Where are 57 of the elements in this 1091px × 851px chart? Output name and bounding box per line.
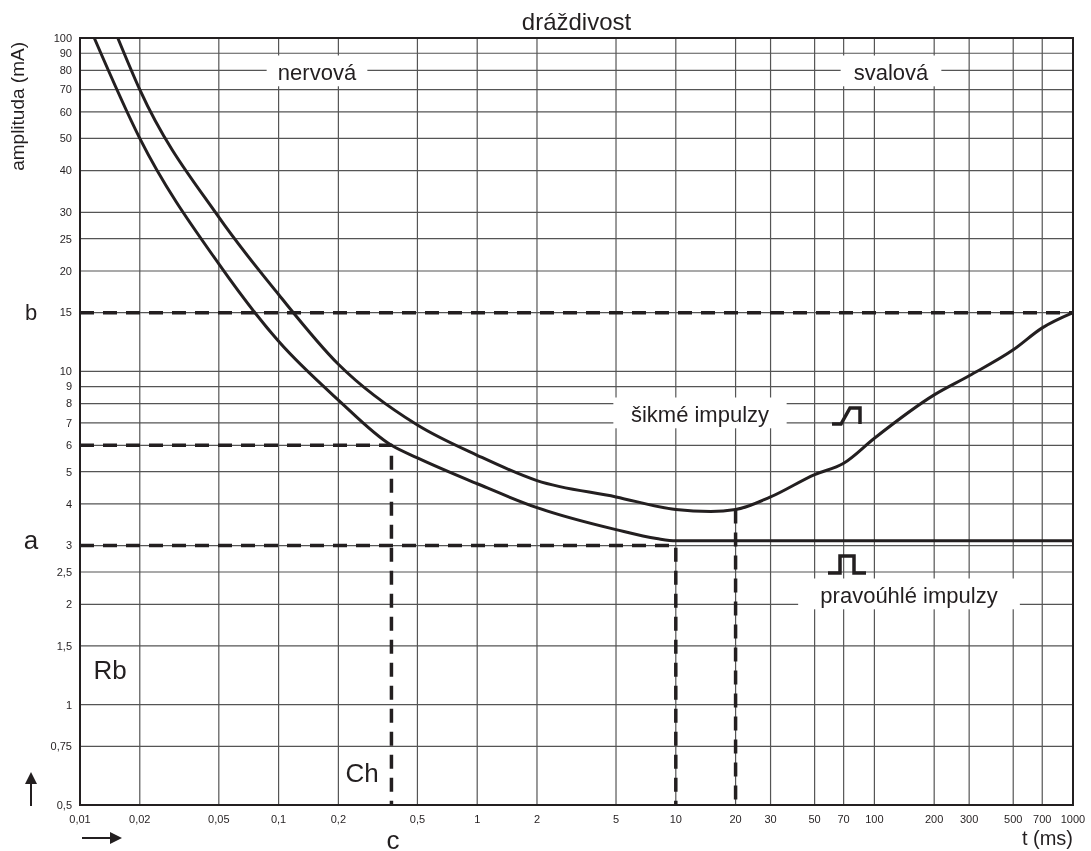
x-tick-label: 5 — [612, 813, 620, 825]
annotation: šikmé impulzy — [630, 401, 770, 427]
x-tick-label: 20 — [729, 813, 742, 825]
x-axis-title: t (ms) — [1021, 827, 1073, 849]
y-tick-label: 40 — [59, 164, 72, 177]
y-tick-label: 9 — [65, 380, 72, 393]
annotation: Ch — [345, 758, 379, 789]
y-tick-label: 15 — [59, 306, 72, 319]
y-tick-label: 90 — [59, 47, 72, 60]
x-tick-label: 0,2 — [330, 813, 347, 825]
annotation: Rb — [93, 655, 127, 686]
x-tick-label: 200 — [925, 813, 944, 825]
y-tick-label: 7 — [65, 416, 72, 429]
x-tick-label: 0,02 — [129, 813, 151, 825]
y-tick-label: 6 — [65, 439, 72, 452]
x-tick-label: 500 — [1004, 813, 1023, 825]
y-tick-label: 0,5 — [56, 798, 72, 811]
x-tick-label: 0,01 — [69, 813, 91, 825]
y-tick-label: 60 — [59, 105, 72, 118]
annotation: nervová — [277, 59, 357, 85]
y-tick-label: 0,75 — [50, 740, 72, 753]
y-tick-label: 5 — [65, 465, 72, 478]
x-tick-label: 1000 — [1060, 813, 1086, 825]
annotation: svalová — [853, 59, 930, 85]
y-tick-label: 70 — [59, 83, 72, 96]
y-tick-label: 4 — [65, 497, 72, 510]
x-tick-label: 0,05 — [208, 813, 230, 825]
x-tick-label: 50 — [808, 813, 821, 825]
annotation: pravoúhlé impulzy — [820, 582, 998, 608]
x-tick-label: 70 — [837, 813, 850, 825]
y-tick-label: 30 — [59, 206, 72, 219]
x-tick-label: 30 — [764, 813, 777, 825]
text: a — [23, 525, 39, 556]
y-tick-label: 20 — [59, 264, 72, 277]
y-tick-label: 8 — [65, 397, 72, 410]
y-tick-label: 100 — [53, 31, 72, 44]
x-tick-label: 0,1 — [270, 813, 287, 825]
y-tick-label: 3 — [65, 539, 72, 552]
x-tick-label: 2 — [533, 813, 541, 825]
y-tick-label: 80 — [59, 64, 72, 77]
y-tick-label: 2,5 — [56, 565, 72, 578]
y-tick-label: 2 — [65, 598, 72, 611]
y-tick-label: 50 — [59, 132, 72, 145]
y-tick-label: 1 — [65, 698, 72, 711]
y-tick-label: 25 — [59, 232, 72, 245]
x-tick-label: 10 — [669, 813, 682, 825]
x-tick-label: 1 — [474, 813, 481, 825]
chart-title: dráždivost — [521, 8, 632, 35]
y-tick-label: 10 — [59, 365, 72, 378]
x-tick-label: 0,5 — [409, 813, 426, 825]
x-tick-label: 300 — [959, 813, 979, 825]
ref-line-label: b — [24, 300, 38, 326]
y-tick-label: 1,5 — [56, 639, 72, 652]
x-tick-label: 700 — [1033, 813, 1052, 825]
x-tick-label: 100 — [865, 813, 884, 825]
y-axis-title: amplituda (mA) — [7, 42, 28, 171]
text: c — [386, 825, 400, 851]
